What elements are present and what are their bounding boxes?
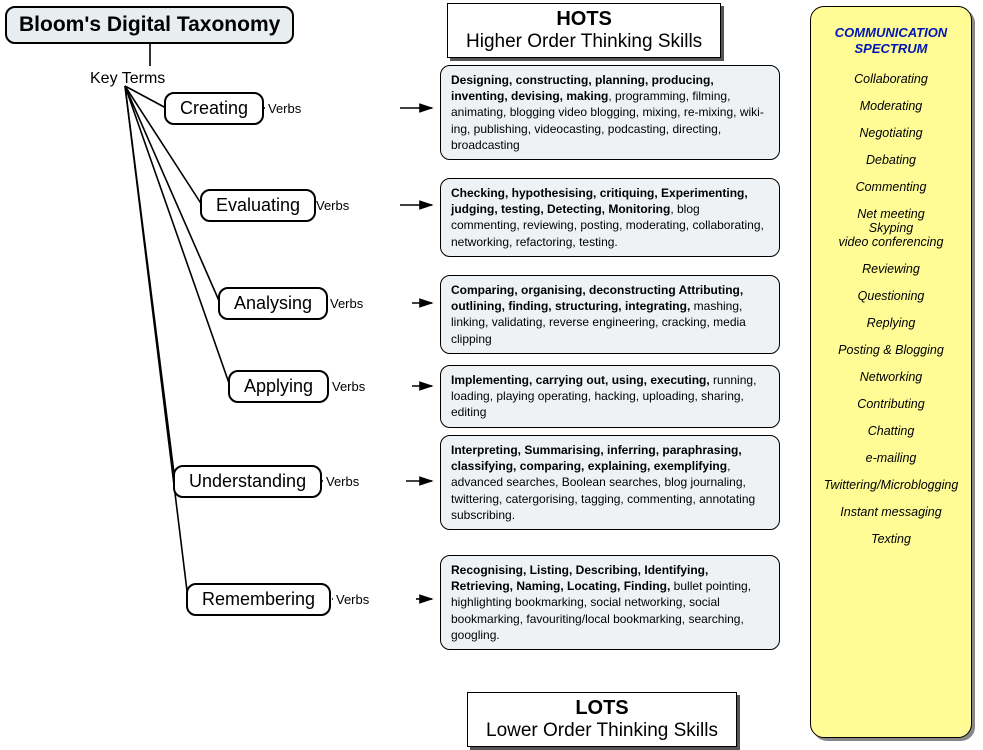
lots-full: Lower Order Thinking Skills bbox=[486, 720, 718, 742]
spectrum-item: Negotiating bbox=[821, 126, 961, 140]
key-terms-label: Key Terms bbox=[90, 70, 165, 88]
verbs-label: Verbs bbox=[330, 296, 363, 311]
details-remembering: Recognising, Listing, Describing, Identi… bbox=[440, 555, 780, 650]
level-node-remembering: Remembering bbox=[186, 583, 331, 616]
title-text: Bloom's Digital Taxonomy bbox=[19, 13, 280, 36]
spectrum-item: Collaborating bbox=[821, 72, 961, 86]
verbs-label: Verbs bbox=[336, 592, 369, 607]
hots-full: Higher Order Thinking Skills bbox=[466, 31, 702, 53]
spectrum-item: Networking bbox=[821, 370, 961, 384]
spectrum-item: Instant messaging bbox=[821, 505, 961, 519]
spectrum-item: Twittering/Microblogging bbox=[821, 478, 961, 492]
lots-box: LOTS Lower Order Thinking Skills bbox=[467, 692, 737, 747]
spectrum-item: Reviewing bbox=[821, 262, 961, 276]
level-node-applying: Applying bbox=[228, 370, 329, 403]
spectrum-item: Moderating bbox=[821, 99, 961, 113]
spectrum-item: Posting & Blogging bbox=[821, 343, 961, 357]
level-node-understanding: Understanding bbox=[173, 465, 322, 498]
verbs-label: Verbs bbox=[332, 379, 365, 394]
communication-spectrum: COMMUNICATION SPECTRUM Collaborating Mode… bbox=[810, 6, 972, 738]
spectrum-header: COMMUNICATION SPECTRUM bbox=[821, 25, 961, 58]
title-box: Bloom's Digital Taxonomy bbox=[5, 6, 294, 44]
lots-abbr: LOTS bbox=[486, 697, 718, 720]
hots-box: HOTS Higher Order Thinking Skills bbox=[447, 3, 721, 58]
spectrum-item: Chatting bbox=[821, 424, 961, 438]
details-evaluating: Checking, hypothesising, critiquing, Exp… bbox=[440, 178, 780, 257]
spectrum-item: Questioning bbox=[821, 289, 961, 303]
spectrum-item: Commenting bbox=[821, 180, 961, 194]
details-analysing: Comparing, organising, deconstructing At… bbox=[440, 275, 780, 354]
details-applying: Implementing, carrying out, using, execu… bbox=[440, 365, 780, 428]
level-node-creating: Creating bbox=[164, 92, 264, 125]
spectrum-item: Net meeting Skyping video conferencing bbox=[821, 207, 961, 249]
verbs-label: Verbs bbox=[268, 101, 301, 116]
spectrum-item: Debating bbox=[821, 153, 961, 167]
verbs-label: Verbs bbox=[316, 198, 349, 213]
spectrum-item: Replying bbox=[821, 316, 961, 330]
level-node-evaluating: Evaluating bbox=[200, 189, 316, 222]
verbs-label: Verbs bbox=[326, 474, 359, 489]
spectrum-item: Texting bbox=[821, 532, 961, 546]
level-node-analysing: Analysing bbox=[218, 287, 328, 320]
spectrum-item: e-mailing bbox=[821, 451, 961, 465]
hots-abbr: HOTS bbox=[466, 8, 702, 31]
details-creating: Designing, constructing, planning, produ… bbox=[440, 65, 780, 160]
details-understanding: Interpreting, Summarising, inferring, pa… bbox=[440, 435, 780, 530]
spectrum-item: Contributing bbox=[821, 397, 961, 411]
